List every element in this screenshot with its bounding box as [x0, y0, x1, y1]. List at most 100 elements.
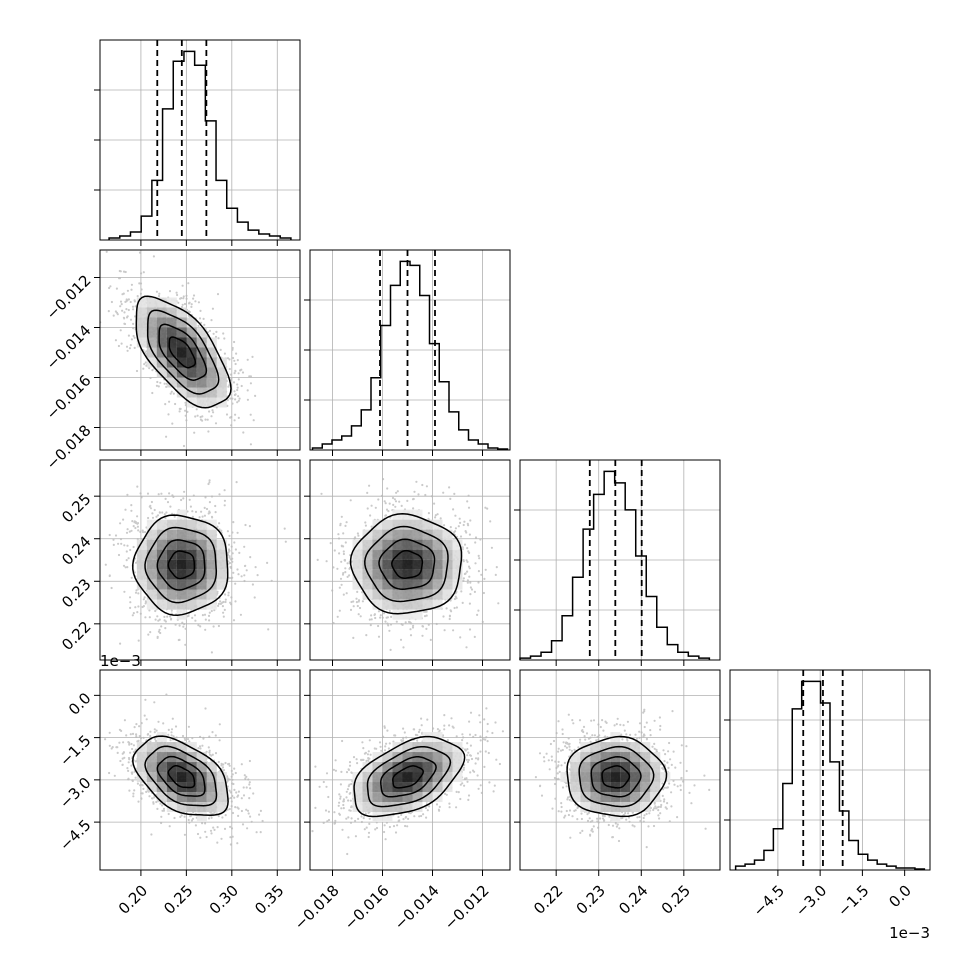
density-cell — [146, 327, 157, 338]
contour-3 — [353, 735, 466, 818]
density-cell — [156, 327, 167, 338]
density-cell — [382, 539, 393, 550]
scatter-panel-2-0 — [99, 459, 301, 661]
scatter-panel-frame — [519, 669, 721, 871]
contour-3 — [349, 513, 463, 615]
density-cell — [186, 529, 197, 540]
density-cell — [432, 569, 443, 580]
density-cell — [156, 529, 167, 540]
density-cell — [452, 559, 463, 570]
density-cell — [412, 792, 423, 803]
density-cell — [186, 377, 197, 388]
density-cell — [382, 599, 393, 610]
x-tick-label: −0.016 — [341, 882, 393, 934]
density-cell — [196, 397, 207, 408]
y-tick-label: 0.24 — [58, 533, 94, 569]
y-axis-2: 0.22 0.23 0.24 0.25 — [58, 490, 100, 654]
density-cell — [640, 782, 651, 793]
scatter-panel-frame — [309, 669, 511, 871]
x-tick: −3.0 — [792, 882, 830, 920]
scatter-panel-frame — [99, 669, 301, 871]
density-cell — [382, 529, 393, 540]
density-cell — [412, 772, 423, 783]
density-cell — [186, 772, 197, 783]
density-cell — [422, 559, 433, 570]
scatter-content — [104, 479, 287, 654]
density-cell — [630, 742, 641, 753]
density-cell — [600, 802, 611, 813]
density-cell — [590, 782, 601, 793]
density-cell — [392, 519, 403, 530]
contour-1 — [158, 323, 208, 381]
density-cell — [216, 539, 227, 550]
density-cell — [590, 742, 601, 753]
density-cell — [216, 802, 227, 813]
density-cell — [206, 549, 217, 560]
x-tick: −0.016 — [341, 882, 393, 934]
scatter-panel-3-0 — [99, 669, 301, 871]
x-tick: −0.014 — [391, 882, 443, 934]
density-cell — [412, 519, 423, 530]
density-cell — [166, 559, 177, 570]
density-cell — [372, 772, 383, 783]
y-tick: 0.23 — [58, 575, 94, 611]
scatter-panel-frame — [99, 459, 301, 661]
density-cell — [600, 782, 611, 793]
density-cell — [452, 762, 463, 773]
density-cell — [176, 327, 187, 338]
density-cell — [402, 599, 413, 610]
density-cell — [402, 559, 413, 570]
y-tick-label: −4.5 — [56, 816, 94, 854]
y-tick: −0.016 — [43, 371, 95, 423]
density-cell — [176, 772, 187, 783]
density-cell — [186, 559, 197, 570]
density-cell — [146, 519, 157, 530]
density-cell — [382, 772, 393, 783]
density-cell — [166, 297, 177, 308]
density-cell — [362, 802, 373, 813]
density-cell — [620, 782, 631, 793]
density-cell — [392, 579, 403, 590]
contour-2 — [578, 745, 655, 808]
density-cell — [156, 337, 167, 348]
density-cell — [432, 782, 443, 793]
density-cell — [412, 529, 423, 540]
density-cell — [176, 569, 187, 580]
density-cell — [382, 812, 393, 823]
density-cell — [382, 752, 393, 763]
density-cell — [206, 782, 217, 793]
density-cell — [206, 802, 217, 813]
density-cell — [640, 762, 651, 773]
density-cell — [600, 772, 611, 783]
contour-3 — [132, 514, 229, 617]
density-cell — [402, 752, 413, 763]
density-cell — [216, 772, 227, 783]
density-cell — [186, 519, 197, 530]
density-cell — [206, 589, 217, 600]
density-cell — [402, 589, 413, 600]
density-cell — [196, 519, 207, 530]
scatter-content — [311, 707, 505, 856]
density-cell — [590, 772, 601, 783]
density-cell — [166, 377, 177, 388]
density-cell — [392, 752, 403, 763]
scatter-panel-1-0 — [99, 249, 301, 451]
density-cell — [372, 802, 383, 813]
density-cell — [372, 569, 383, 580]
density-cell — [590, 762, 601, 773]
density-cell — [186, 792, 197, 803]
density-cell — [196, 529, 207, 540]
density-cell — [660, 772, 671, 783]
scatter-content — [520, 708, 711, 849]
density-cell — [176, 337, 187, 348]
x-tick-label: 0.24 — [615, 882, 651, 918]
density-cell — [402, 549, 413, 560]
density-cell — [206, 529, 217, 540]
density-cell — [156, 569, 167, 580]
density-cell — [146, 307, 157, 318]
density-cell — [156, 579, 167, 590]
x-tick: 0.23 — [573, 882, 609, 918]
x-tick: −4.5 — [750, 882, 788, 920]
density-cell — [442, 529, 453, 540]
density-cell — [186, 579, 197, 590]
